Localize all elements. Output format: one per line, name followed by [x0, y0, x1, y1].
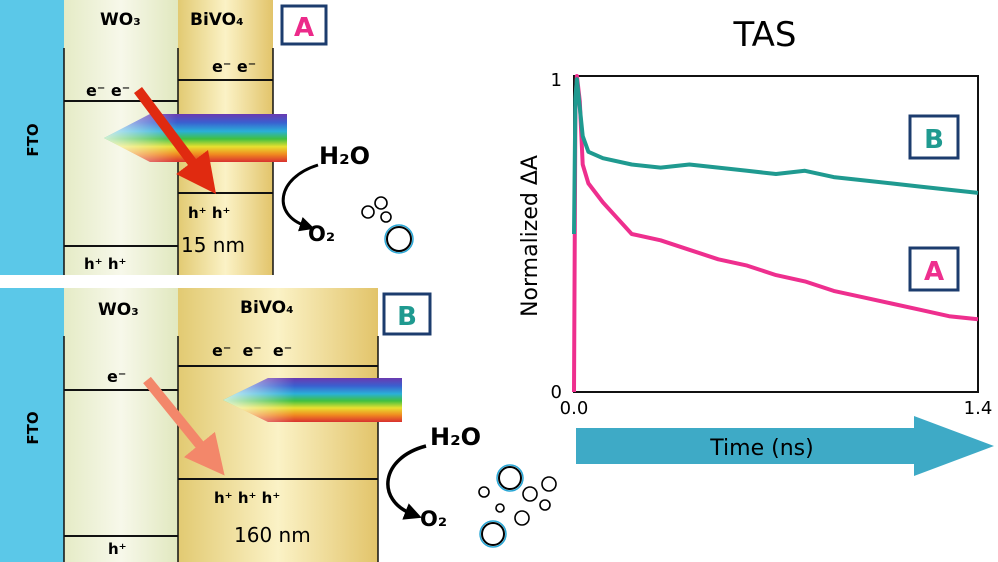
wo3-holes: h⁺ h⁺ — [84, 255, 126, 273]
bivo4-label: BiVO₄ — [190, 10, 244, 30]
bivo4-holes: h⁺ h⁺ — [188, 204, 230, 222]
legend-b-label: B — [924, 125, 944, 155]
thickness-label: 160 nm — [234, 523, 311, 547]
panel-a: FTO WO₃ BiVO₄ e⁻ e⁻ e⁻ e⁻ h⁺ h⁺ h⁺ h⁺ 15… — [0, 0, 414, 275]
oxidation-arrow — [281, 163, 319, 232]
electron-transfer-arrow — [134, 87, 216, 194]
panel-b: FTO WO₃ BiVO₄ e⁻ e⁻ e⁻ e⁻ h⁺ h⁺ h⁺ h⁺ 16… — [0, 288, 557, 562]
legend-a-box — [908, 246, 960, 292]
y-tick-label-top: 1 — [551, 70, 562, 91]
water-label: H₂O — [430, 423, 481, 451]
light-beam-arrow — [223, 378, 402, 422]
chart-title: TAS — [733, 15, 797, 55]
x-axis-label: Time (ns) — [709, 436, 813, 461]
wo3-electrons: e⁻ — [107, 367, 126, 386]
oxygen-bubbles — [478, 464, 557, 548]
bivo4-layer — [178, 288, 378, 562]
y-tick-label-bottom: 0 — [551, 382, 562, 403]
legend-a-label: A — [924, 257, 944, 287]
fto-layer — [0, 288, 64, 562]
light-beam-arrow — [104, 114, 287, 162]
fto-label: FTO — [24, 123, 42, 156]
tas-chart: TAS Normalized ΔA 1 0 0.0 1.4 Time (ns) … — [518, 15, 994, 476]
x-tick-label-start: 0.0 — [560, 398, 589, 419]
fto-label: FTO — [24, 411, 42, 444]
bivo4-electrons: e⁻ e⁻ — [212, 57, 256, 76]
electron-transfer-arrow — [143, 376, 225, 476]
legend-b-box — [908, 114, 960, 160]
wo3-label: WO₃ — [98, 300, 139, 320]
time-axis-arrow — [576, 416, 994, 476]
badge-b: B — [397, 302, 417, 332]
series-layer — [572, 74, 979, 393]
oxygen-bubbles — [361, 196, 414, 254]
wo3-layer — [64, 288, 178, 562]
oxidation-arrow — [386, 444, 427, 520]
wo3-label: WO₃ — [100, 10, 141, 30]
water-label: H₂O — [319, 142, 370, 170]
oxygen-label: O₂ — [420, 507, 447, 531]
badge-a-box — [280, 4, 328, 46]
bivo4-electrons: e⁻ e⁻ e⁻ — [212, 341, 292, 360]
y-axis-label: Normalized ΔA — [518, 155, 543, 317]
series-line-b — [572, 77, 979, 235]
fto-layer — [0, 0, 64, 275]
badge-b-box — [382, 292, 432, 336]
x-tick-label-end: 1.4 — [964, 398, 993, 419]
badge-a: A — [294, 13, 314, 43]
oxygen-label: O₂ — [308, 222, 335, 246]
wo3-electrons: e⁻ e⁻ — [86, 81, 130, 100]
bivo4-holes: h⁺ h⁺ h⁺ — [214, 489, 280, 507]
bivo4-label: BiVO₄ — [240, 298, 294, 318]
wo3-holes: h⁺ — [108, 540, 127, 558]
thickness-label: 15 nm — [181, 233, 245, 257]
